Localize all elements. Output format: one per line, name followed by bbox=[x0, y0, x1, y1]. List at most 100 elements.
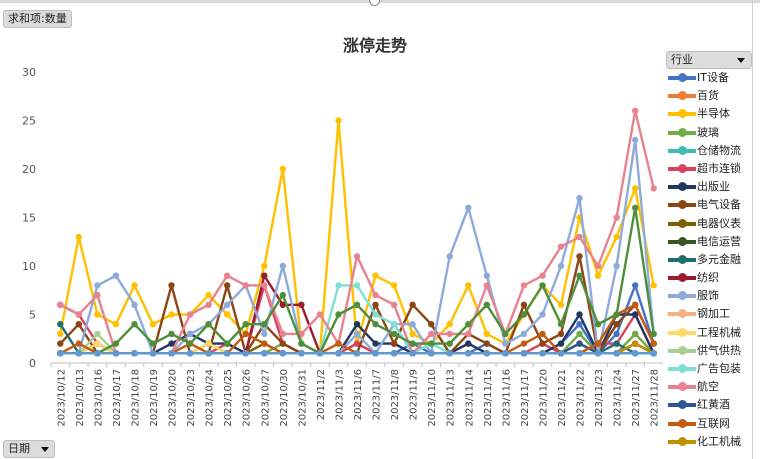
legend-item[interactable]: 供气供热 bbox=[666, 343, 752, 361]
data-point bbox=[409, 330, 416, 338]
data-point bbox=[502, 340, 509, 347]
data-point bbox=[261, 262, 268, 270]
data-point bbox=[205, 321, 212, 328]
data-point bbox=[539, 282, 546, 289]
legend-label: 多元金融 bbox=[697, 252, 741, 266]
data-point bbox=[594, 321, 602, 328]
value-field-button[interactable]: 求和项:数量 bbox=[3, 10, 72, 28]
data-point bbox=[112, 321, 120, 328]
series-22 bbox=[57, 350, 657, 357]
x-tick-label: 2023/10/18 bbox=[130, 369, 141, 427]
legend-item[interactable]: 服饰 bbox=[666, 288, 752, 306]
legend-marker bbox=[678, 418, 687, 428]
x-tick-label: 2023/11/9 bbox=[409, 369, 420, 420]
legend-swatch bbox=[668, 109, 696, 119]
data-point bbox=[446, 340, 453, 347]
legend-swatch bbox=[668, 73, 696, 82]
legend-item[interactable]: 钢加工 bbox=[666, 306, 752, 324]
y-tick-label: 15 bbox=[22, 212, 36, 225]
legend-item[interactable]: 电气设备 bbox=[666, 197, 752, 215]
x-tick-label: 2023/11/27 bbox=[631, 369, 642, 427]
data-point bbox=[242, 282, 249, 289]
data-point bbox=[632, 204, 639, 211]
data-point bbox=[576, 253, 583, 260]
legend-swatch bbox=[668, 364, 696, 373]
legend-item[interactable]: 电信运营 bbox=[666, 234, 752, 252]
legend-label: 电器仪表 bbox=[697, 216, 741, 230]
category-field-filter[interactable]: 日期 bbox=[3, 440, 55, 458]
x-tick-label: 2023/11/15 bbox=[483, 369, 494, 427]
data-point bbox=[483, 330, 490, 338]
data-point bbox=[390, 321, 398, 328]
x-tick-label: 2023/11/10 bbox=[427, 369, 438, 427]
x-tick-label: 2023/10/20 bbox=[168, 369, 179, 427]
chevron-down-icon bbox=[737, 58, 745, 63]
data-point bbox=[576, 311, 583, 318]
legend-item[interactable]: 广告包装 bbox=[666, 361, 752, 379]
data-point bbox=[409, 321, 416, 328]
data-point bbox=[131, 350, 138, 357]
data-point bbox=[279, 350, 286, 357]
data-point bbox=[465, 350, 472, 357]
y-tick-label: 20 bbox=[22, 163, 36, 176]
legend-item[interactable]: IT设备 bbox=[666, 70, 752, 88]
legend-item[interactable]: 航空 bbox=[666, 379, 752, 397]
x-tick-label: 2023/11/22 bbox=[576, 369, 587, 427]
data-point bbox=[261, 272, 268, 279]
data-point bbox=[520, 311, 528, 318]
x-tick-label: 2023/10/24 bbox=[205, 369, 216, 427]
data-point bbox=[57, 321, 64, 328]
data-point bbox=[372, 272, 379, 279]
legend-item[interactable]: 纺织 bbox=[666, 270, 752, 288]
legend-item[interactable]: 互联网 bbox=[666, 416, 752, 434]
x-tick-label: 2023/11/24 bbox=[613, 369, 624, 427]
data-point bbox=[520, 282, 528, 289]
data-point bbox=[353, 301, 361, 308]
legend-item[interactable]: 化工机械 bbox=[666, 434, 752, 452]
data-point bbox=[594, 262, 602, 270]
legend-label: 化工机械 bbox=[697, 434, 741, 448]
legend-item[interactable]: 电器仪表 bbox=[666, 216, 752, 234]
legend-item[interactable]: 红黄酒 bbox=[666, 397, 752, 415]
legend-item[interactable]: 工程机械 bbox=[666, 325, 752, 343]
legend-swatch bbox=[668, 182, 696, 192]
legend-item[interactable]: 出版业 bbox=[666, 179, 752, 197]
legend-item[interactable]: 百货 bbox=[666, 88, 752, 106]
x-tick-label: 2023/10/31 bbox=[297, 369, 308, 427]
legend-item[interactable]: 多元金融 bbox=[666, 252, 752, 270]
legend-swatch bbox=[668, 91, 696, 101]
data-point bbox=[483, 350, 490, 357]
data-point bbox=[261, 350, 268, 357]
legend-swatch bbox=[668, 400, 696, 410]
legend-item[interactable]: 半导体 bbox=[666, 106, 752, 124]
legend-label: 超市连锁 bbox=[697, 161, 741, 175]
legend-swatch bbox=[668, 254, 696, 264]
x-axis: 2023/10/12 2023/10/13 2023/10/16 2023/10/17… bbox=[50, 362, 663, 427]
data-point bbox=[224, 311, 231, 318]
legend-item[interactable]: 玻璃 bbox=[666, 125, 752, 143]
legend-swatch bbox=[668, 327, 696, 337]
legend-label: 服饰 bbox=[697, 289, 719, 303]
data-point bbox=[557, 262, 565, 270]
legend-item[interactable]: 超市连锁 bbox=[666, 161, 752, 179]
data-point bbox=[261, 340, 268, 347]
series-field-filter[interactable]: 行业 bbox=[666, 51, 752, 69]
legend-item[interactable]: 仓储物流 bbox=[666, 143, 752, 161]
x-tick-label: 2023/11/20 bbox=[538, 369, 549, 427]
data-point bbox=[353, 282, 361, 289]
data-point bbox=[390, 282, 398, 289]
data-point bbox=[149, 350, 157, 357]
data-point bbox=[650, 340, 657, 347]
data-point bbox=[186, 330, 194, 338]
legend-marker bbox=[678, 345, 687, 355]
data-point bbox=[576, 233, 583, 241]
data-point bbox=[279, 330, 286, 338]
data-point bbox=[242, 321, 249, 328]
data-point bbox=[576, 321, 583, 328]
data-point bbox=[520, 350, 528, 357]
data-point bbox=[613, 262, 620, 270]
data-point bbox=[428, 350, 435, 357]
data-point bbox=[576, 330, 583, 338]
x-tick-label: 2023/11/13 bbox=[446, 369, 457, 427]
x-tick-label: 2023/11/6 bbox=[353, 369, 364, 420]
